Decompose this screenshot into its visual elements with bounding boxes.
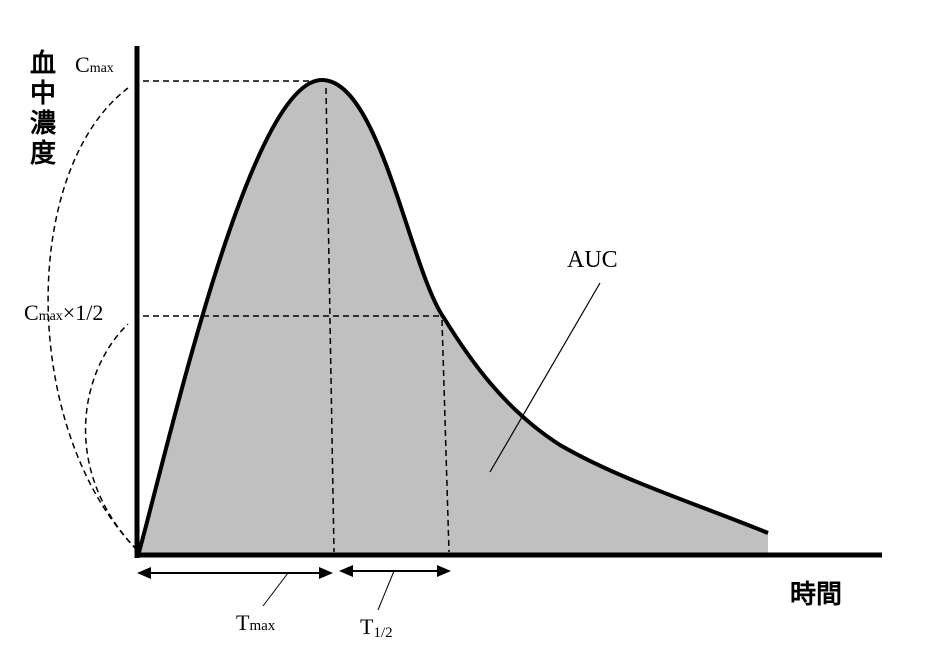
y-axis-label-char-4: 度 [30, 138, 56, 169]
thalf-label: T1/2 [360, 614, 393, 641]
thalf-vertical-guide [441, 319, 450, 553]
auc-label: AUC [567, 247, 618, 273]
y-axis-label: 血 中 濃 度 [30, 49, 57, 169]
cmax-arc [47, 87, 138, 551]
tmax-interval-arrow [137, 567, 333, 579]
thalf-interval-arrow [339, 565, 451, 577]
tmax-label: Tmax [236, 610, 276, 635]
y-axis-label-char-2: 中 [30, 79, 56, 109]
half-cmax-label: Cmax×1/2 [24, 300, 103, 325]
cmax-label: Cmax [75, 52, 114, 77]
auc-shaded-area [138, 80, 768, 556]
tmax-vertical-guide [325, 87, 335, 553]
dashed-guides [47, 80, 450, 553]
y-axis-label-char-1: 血 [30, 49, 56, 79]
auc-pointer-line [489, 282, 601, 473]
tmax-leader-line [262, 572, 289, 607]
concentration-curve [136, 77, 769, 557]
half-cmax-arc [84, 323, 138, 551]
thalf-leader-line [377, 570, 395, 611]
y-axis-label-char-3: 濃 [30, 109, 57, 139]
x-axis-label: 時間 [790, 580, 842, 610]
